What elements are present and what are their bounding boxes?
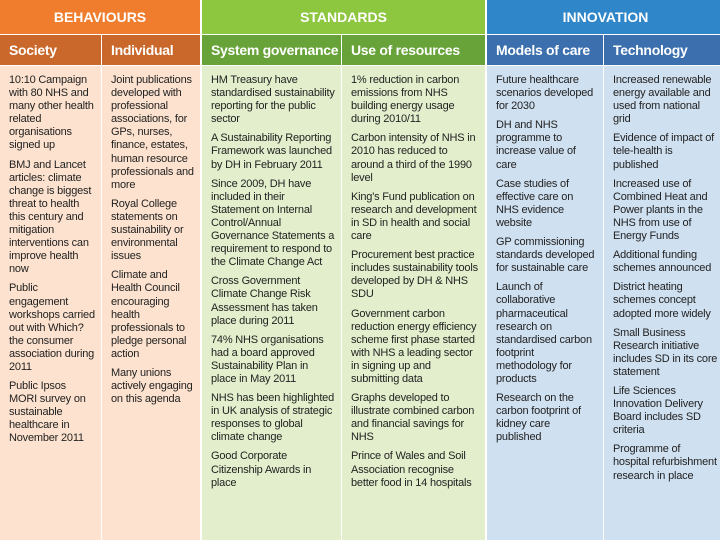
column-body: 10:10 Campaign with 80 NHS and many othe… bbox=[0, 66, 101, 540]
list-item: Research on the carbon footprint of kidn… bbox=[496, 392, 581, 444]
column-body: HM Treasury have standardised sustainabi… bbox=[202, 66, 341, 540]
columns: System governance HM Treasury have standa… bbox=[202, 34, 485, 540]
list-item: 1% reduction in carbon emissions from NH… bbox=[351, 74, 460, 126]
list-item: Cross Government Climate Change Risk Ass… bbox=[211, 275, 318, 327]
list-item: Future healthcare scenarios developed fo… bbox=[496, 74, 594, 113]
list-item: Prince of Wales and Soil Association rec… bbox=[351, 450, 472, 489]
list-item: 74% NHS organisations had a board approv… bbox=[211, 333, 324, 385]
column: Models of care Future healthcare scenario… bbox=[487, 34, 604, 540]
list-item: A Sustainability Reporting Framework was… bbox=[211, 132, 332, 171]
group-title: BEHAVIOURS bbox=[0, 0, 200, 34]
list-item: Graphs developed to illustrate combined … bbox=[351, 392, 475, 444]
column: System governance HM Treasury have standa… bbox=[202, 34, 342, 540]
column-body: Increased renewable energy available and… bbox=[604, 66, 720, 540]
list-item: Many unions actively engaging on this ag… bbox=[111, 366, 193, 406]
column-group: STANDARDS System governance HM Treasury ha… bbox=[202, 0, 487, 540]
list-item: Climate and Health Council encouraging h… bbox=[111, 269, 187, 360]
list-item: HM Treasury have standardised sustainabi… bbox=[211, 74, 335, 126]
column: Technology Increased renewable energy ava… bbox=[604, 34, 720, 540]
column-body: Joint publications developed with profes… bbox=[102, 66, 200, 540]
list-item: Procurement best practice includes susta… bbox=[351, 249, 478, 301]
column-group: BEHAVIOURS Society 10:10 Campaign with 80 … bbox=[0, 0, 202, 540]
column-heading: System governance bbox=[202, 34, 341, 66]
column-body: 1% reduction in carbon emissions from NH… bbox=[342, 66, 485, 540]
list-item: Small Business Research initiative inclu… bbox=[613, 326, 718, 378]
column: Individual Joint publications developed w… bbox=[102, 34, 200, 540]
column-heading: Society bbox=[0, 34, 101, 66]
column-group: INNOVATION Models of care Future healthcar… bbox=[487, 0, 720, 540]
column-body: Future healthcare scenarios developed fo… bbox=[487, 66, 603, 540]
list-item: Government carbon reduction energy effic… bbox=[351, 307, 477, 385]
column-heading: Technology bbox=[604, 34, 720, 66]
list-item: Joint publications developed with profes… bbox=[111, 74, 194, 191]
group-title: INNOVATION bbox=[487, 0, 720, 34]
list-item: Public engagement workshops carried out … bbox=[9, 282, 95, 373]
list-item: Good Corporate Citizenship Awards in pla… bbox=[211, 450, 312, 489]
list-item: 10:10 Campaign with 80 NHS and many othe… bbox=[9, 74, 94, 152]
column: Use of resources 1% reduction in carbon e… bbox=[342, 34, 485, 540]
columns: Models of care Future healthcare scenario… bbox=[487, 34, 720, 540]
column-heading: Models of care bbox=[487, 34, 603, 66]
group-title: STANDARDS bbox=[202, 0, 485, 34]
list-item: Case studies of effective care on NHS ev… bbox=[496, 177, 574, 229]
list-item: Increased renewable energy available and… bbox=[613, 74, 712, 126]
list-item: Increased use of Combined Heat and Power… bbox=[613, 177, 708, 243]
column-heading: Individual bbox=[102, 34, 200, 66]
column-heading: Use of resources bbox=[342, 34, 485, 66]
list-item: District heating schemes concept adopted… bbox=[613, 281, 711, 320]
list-item: NHS has been highlighted in UK analysis … bbox=[211, 392, 335, 444]
list-item: Since 2009, DH have included in their St… bbox=[211, 177, 335, 269]
columns: Society 10:10 Campaign with 80 NHS and ma… bbox=[0, 34, 200, 540]
list-item: Programme of hospital refurbishment rese… bbox=[613, 443, 717, 482]
list-item: BMJ and Lancet articles: climate change … bbox=[9, 158, 92, 276]
list-item: Launch of collaborative pharmaceutical r… bbox=[496, 281, 592, 385]
list-item: King's Fund publication on research and … bbox=[351, 190, 477, 243]
list-item: Additional funding schemes announced bbox=[613, 249, 712, 275]
list-item: Carbon intensity of NHS in 2010 has redu… bbox=[351, 132, 476, 184]
list-item: DH and NHS programme to increase value o… bbox=[496, 119, 576, 171]
list-item: Life Sciences Innovation Delivery Board … bbox=[613, 384, 703, 437]
list-item: GP commissioning standards developed for… bbox=[496, 236, 595, 275]
list-item: Evidence of impact of tele-health is pub… bbox=[613, 132, 714, 171]
column: Society 10:10 Campaign with 80 NHS and ma… bbox=[0, 34, 102, 540]
list-item: Public Ipsos MORI survey on sustainable … bbox=[9, 380, 86, 445]
list-item: Royal College statements on sustainabili… bbox=[111, 197, 184, 263]
